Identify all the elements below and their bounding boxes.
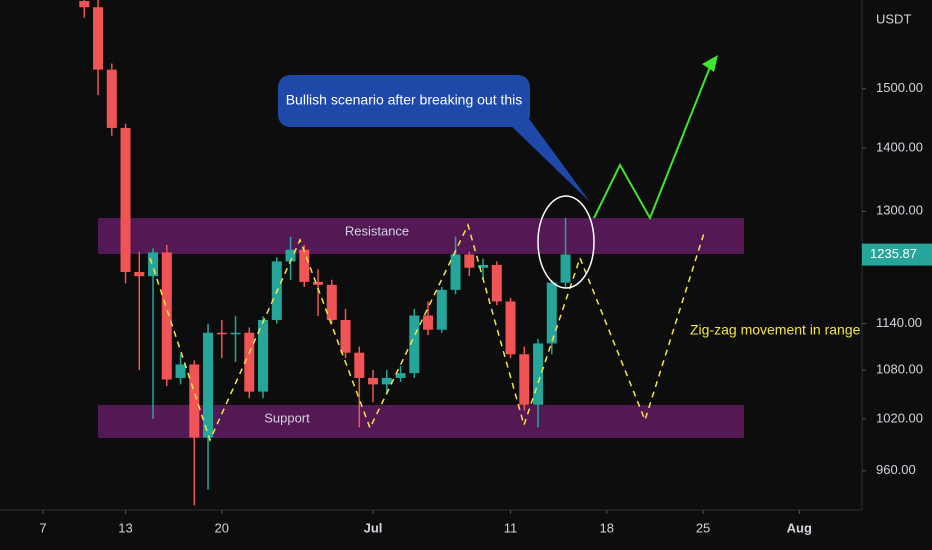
candle-body <box>134 271 145 277</box>
candle-body <box>93 7 104 70</box>
candle-body <box>285 249 296 262</box>
candle-body <box>326 284 337 320</box>
candle-body <box>203 332 214 438</box>
candle-body <box>216 332 227 335</box>
candle-body <box>546 282 557 344</box>
candle-body <box>244 332 255 392</box>
candle-body <box>354 352 365 378</box>
candle-body <box>189 364 200 438</box>
candle-body <box>175 364 186 378</box>
x-tick-label: 20 <box>215 520 229 535</box>
resistance-label: Resistance <box>345 223 409 238</box>
last-price-label: 1235.87 <box>870 246 917 261</box>
candle-body <box>395 373 406 378</box>
y-tick-label: 960.00 <box>876 462 916 477</box>
candle-body <box>423 315 434 330</box>
x-tick-label: 13 <box>118 520 132 535</box>
candle-body <box>436 289 447 330</box>
y-tick-label: 1020.00 <box>876 410 923 425</box>
candle-body <box>409 315 420 374</box>
zigzag-label: Zig-zag movement in range <box>690 322 861 338</box>
x-tick-label: 7 <box>39 520 46 535</box>
candle-body <box>464 254 475 268</box>
support-label: Support <box>264 410 310 425</box>
currency-label: USDT <box>876 11 911 26</box>
zigzag-path <box>149 222 706 443</box>
resistance-zone <box>98 218 744 254</box>
candle-body <box>505 301 516 355</box>
candle-body <box>148 252 159 277</box>
bullish-arrowhead <box>702 55 718 72</box>
y-tick-label: 1300.00 <box>876 203 923 218</box>
candle-body <box>478 264 489 268</box>
x-tick-label: 25 <box>696 520 710 535</box>
x-tick-label: Jul <box>364 520 383 535</box>
y-tick-label: 1080.00 <box>876 361 923 376</box>
highlight-circle <box>537 195 595 289</box>
y-tick-label: 1400.00 <box>876 139 923 154</box>
callout-box <box>278 75 530 127</box>
candle-body <box>79 1 90 8</box>
x-tick-label: Aug <box>787 520 812 535</box>
candle-body <box>120 127 131 272</box>
y-tick-label: 1140.00 <box>876 315 922 330</box>
candle-body <box>519 354 530 405</box>
y-tick-label: 1500.00 <box>876 80 923 95</box>
candle-body <box>381 377 392 385</box>
candle-body <box>161 252 172 380</box>
callout-text: Bullish scenario after breaking out this <box>286 92 523 108</box>
last-price-tag <box>862 243 932 266</box>
candle-body <box>450 254 461 290</box>
candle-body <box>258 319 269 392</box>
candle-body <box>340 319 351 353</box>
candle-body <box>230 332 241 335</box>
candle-body <box>106 69 117 128</box>
bullish-path <box>593 61 713 221</box>
candle-body <box>533 343 544 405</box>
x-tick-label: 11 <box>504 520 518 535</box>
candle-body <box>313 281 324 285</box>
candle-body <box>368 377 379 385</box>
candle-body <box>491 264 502 302</box>
x-tick-label: 18 <box>600 520 614 535</box>
candle-body <box>560 254 571 283</box>
candle-body <box>299 249 310 282</box>
callout-tail <box>505 120 590 202</box>
